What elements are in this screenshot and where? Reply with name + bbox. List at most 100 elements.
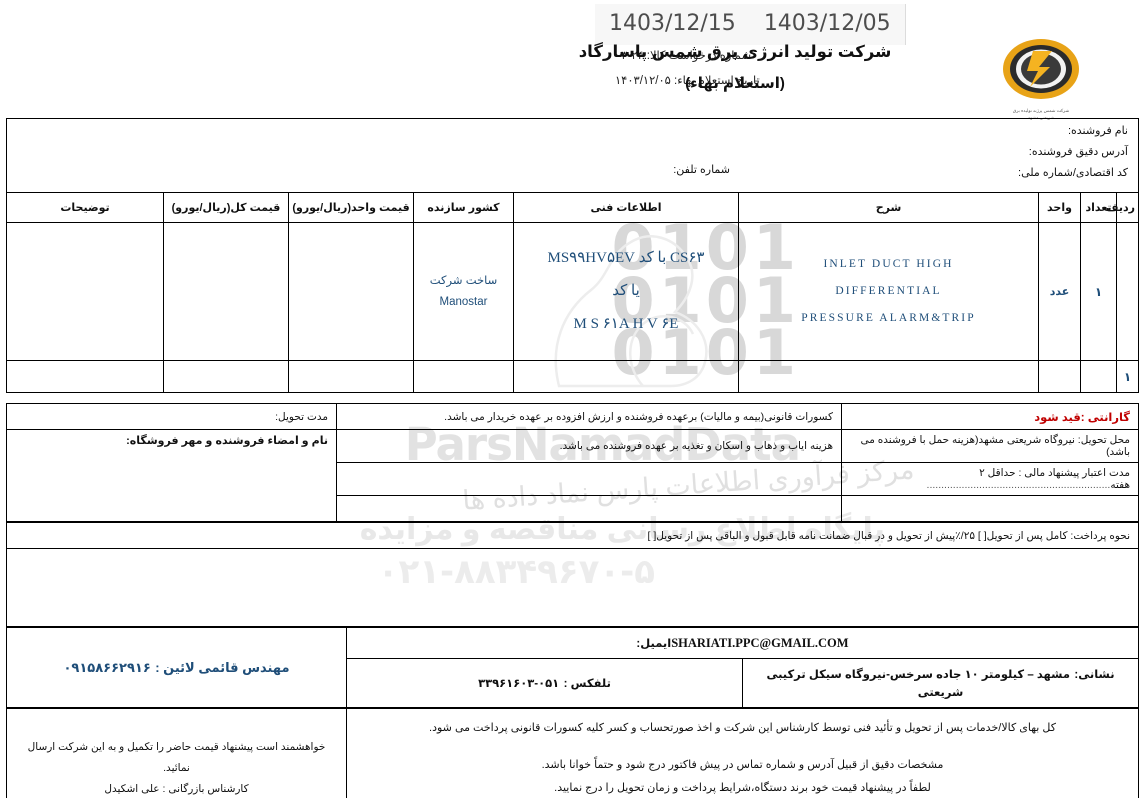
footer-main-notes: کل بهای کالا/خدمات پس از تحویل و تأئید ف… [346, 707, 1139, 798]
address-value: مشهد – کیلومتر ۱۰ جاده سرخس-نیروگاه سیکل… [766, 669, 1070, 699]
terms-travel-cost-cell: هزینه ایاب و ذهاب و اسکان و تغذیه بر عهد… [336, 429, 842, 463]
company-name: شرکت تولید انرژی برق شمس پاسارگاد [578, 43, 892, 61]
table-row: ۱ عدد INLET DUCT HIGH DIFFERENTIAL PRESS… [6, 222, 1139, 361]
travel-cost-text: هزینه ایاب و ذهاب و اسکان و تغذیه بر عهد… [559, 440, 833, 452]
terms-warranty-cell: گارانتی :قید شود [841, 403, 1139, 430]
items-table: ردیف تعداد واحد شرح اطلاعات فنی کشور ساز… [6, 192, 1139, 393]
request-meta: شماره درخواست کالا: ۲۴-۰۳ تاریخ استعلام … [615, 48, 760, 98]
col-header-tedad: تعداد [1080, 192, 1117, 223]
cell-tedad: ۱ [1080, 222, 1117, 361]
footer-left-notes: خواهشمند است پیشنهاد قیمت حاضر را تکمیل … [6, 707, 347, 798]
note-payment: کل بهای کالا/خدمات پس از تحویل و تأئید ف… [429, 722, 1056, 734]
company-logo-icon [1003, 39, 1079, 99]
page-title: (استعلام بهاء) [685, 75, 785, 92]
fax-value: ۰۵۱-۳۳۹۶۱۶۰۳ [478, 678, 560, 690]
col-header-unit-price: قیمت واحد(ریال/یورو) [288, 192, 414, 223]
financial-validity-label: مدت اعتبار پیشنهاد مالی : حداقل ۲ هفته [979, 467, 1130, 491]
col-header-tozihat: توضیحات [6, 192, 164, 223]
terms-blank-cell-a[interactable] [336, 462, 842, 496]
vendor-name-label: نام فروشنده: [1067, 125, 1128, 137]
terms-signature-cell[interactable]: نام و امضاء فروشنده و مهر فروشگاه: [6, 429, 337, 522]
col-header-fanni: اطلاعات فنی [513, 192, 739, 223]
description-line-3: PRESSURE ALARM&TRIP [801, 312, 976, 324]
table-row-tail: ۱ [6, 360, 1139, 393]
cell-technical-info: CS۶۳ با کد MS۹۹HV۵EV یا کد M S ۶۱A H V ۶… [513, 222, 739, 361]
terms-row-warranty: گارانتی :قید شود کسورات قانونی(بیمه و ما… [6, 403, 1139, 430]
engineer-phone: ۰۹۱۵۸۶۶۲۹۱۶ [63, 659, 151, 675]
terms-delivery-place-cell: محل تحویل: نیروگاه شریعتی مشهد(هزینه حمل… [841, 429, 1139, 463]
logo-caption: شرکت شمس پرژنه تولیده برق شریعتی مشهد [1012, 108, 1070, 120]
contact-row-email: SHARIATI.PPC@GMAIL.COMایمیل: مهندس قائمی… [6, 627, 1139, 708]
cell-vahed: عدد [1038, 222, 1081, 361]
request-number: شماره درخواست کالا: ۲۴-۰۳ [615, 50, 752, 62]
cell-manufacturer-country: ساخت شرکت Manostar [413, 222, 514, 361]
terms-table: گارانتی :قید شود کسورات قانونی(بیمه و ما… [6, 403, 1139, 522]
company-title-block: شرکت تولید انرژی برق شمس پاسارگاد (استعل… [525, 42, 945, 92]
terms-row-validity: مدت اعتبار پیشنهاد مالی : حداقل ۲ هفته..… [7, 462, 1139, 496]
cell-radif-number: ۱ [1116, 360, 1139, 393]
company-logo: شرکت شمس پرژنه تولیده برق شریعتی مشهد [982, 38, 1100, 121]
seller-signature-label: نام و امضاء فروشنده و مهر فروشگاه: [126, 435, 328, 447]
validity-dots: ........................................… [926, 479, 1111, 491]
date-chip-group: 1403/12/15 1403/12/05 [595, 4, 906, 45]
terms-financial-validity-cell: مدت اعتبار پیشنهاد مالی : حداقل ۲ هفته..… [841, 462, 1139, 496]
cell-tail-total[interactable] [163, 360, 289, 393]
date-chip-1: 1403/12/15 [595, 4, 750, 45]
note-details: مشخصات دقیق از قبیل آدرس و شماره تماس در… [541, 759, 944, 772]
items-table-header-row: ردیف تعداد واحد شرح اطلاعات فنی کشور ساز… [6, 192, 1139, 223]
cell-tail-keshvar [413, 360, 514, 393]
terms-deductions-cell: کسورات قانونی(بیمه و مالیات) برعهده فروش… [336, 403, 842, 430]
date-chip-2: 1403/12/05 [749, 4, 906, 45]
blank-notes-area[interactable] [6, 549, 1139, 627]
cell-tail-unit-price[interactable] [288, 360, 414, 393]
cell-tail-tedad [1080, 360, 1117, 393]
col-header-radif: ردیف [1106, 192, 1139, 223]
note-brand: لطفاً در پیشنهاد قیمت خود برند دستگاه،شر… [554, 782, 931, 795]
col-header-vahed: واحد [1038, 192, 1081, 223]
terms-blank-cell-b[interactable] [841, 495, 1139, 522]
tech-code-1: CS۶۳ با کد MS۹۹HV۵EV [547, 250, 705, 266]
vendor-info-box: نام فروشنده: آدرس دقیق فروشنده: کد اقتصا… [6, 118, 1139, 192]
terms-delivery-time-cell[interactable]: مدت تحویل: [6, 403, 337, 430]
address-label: نشانی: [1074, 669, 1115, 681]
engineer-cell: مهندس قائمی لائین : ۰۹۱۵۸۶۶۲۹۱۶ [6, 627, 347, 708]
warranty-label: گارانتی :قید شود [1034, 411, 1130, 424]
note-left-request: خواهشمند است پیشنهاد قیمت حاضر را تکمیل … [27, 741, 326, 774]
vendor-address-label: آدرس دقیق فروشنده: [1028, 146, 1128, 158]
description-line-2: DIFFERENTIAL [835, 284, 942, 297]
col-header-sharh: شرح [738, 192, 1039, 223]
email-value[interactable]: SHARIATI.PPC@GMAIL.COM [671, 636, 849, 650]
col-header-keshvar: کشور سازنده [413, 192, 514, 223]
cell-tozihat[interactable] [6, 222, 164, 361]
contact-table: SHARIATI.PPC@GMAIL.COMایمیل: مهندس قائمی… [6, 627, 1139, 708]
description-line-1: INLET DUCT HIGH [823, 257, 954, 270]
maker-prefix: ساخت شرکت [429, 275, 498, 288]
cell-tail-fanni [513, 360, 739, 393]
cell-description: INLET DUCT HIGH DIFFERENTIAL PRESSURE AL… [738, 222, 1039, 361]
engineer-label: مهندس قائمی لائین : [155, 659, 290, 675]
payment-terms-table: نحوه پرداخت: کامل پس از تحویل[ ] ۲۵/٪پیش… [6, 522, 1139, 549]
fax-cell: تلفکس : ۰۵۱-۳۳۹۶۱۶۰۳ [346, 658, 743, 708]
cell-tail-tozihat[interactable] [6, 360, 164, 393]
footer-row: کل بهای کالا/خدمات پس از تحویل و تأئید ف… [6, 707, 1139, 798]
terms-row-delivery: محل تحویل: نیروگاه شریعتی مشهد(هزینه حمل… [6, 429, 1139, 522]
tech-code-2: M S ۶۱A H V ۶E [573, 316, 679, 332]
address-cell: نشانی: مشهد – کیلومتر ۱۰ جاده سرخس-نیروگ… [742, 658, 1139, 708]
footer-notes-table: کل بهای کالا/خدمات پس از تحویل و تأئید ف… [6, 707, 1139, 798]
email-cell: SHARIATI.PPC@GMAIL.COMایمیل: [346, 627, 1139, 659]
cell-tail-sharh [738, 360, 1039, 393]
cell-radif [1116, 222, 1139, 361]
payment-terms-cell[interactable]: نحوه پرداخت: کامل پس از تحویل[ ] ۲۵/٪پیش… [6, 522, 1139, 549]
cell-tail-vahed [1038, 360, 1081, 393]
delivery-place-text: محل تحویل: نیروگاه شریعتی مشهد(هزینه حمل… [860, 434, 1130, 458]
fax-label: تلفکس : [563, 678, 611, 690]
email-label: ایمیل: [636, 638, 672, 650]
terms-blank-cell-c[interactable] [336, 495, 842, 522]
cell-total-price[interactable] [163, 222, 289, 361]
vendor-phone-label: شماره تلفن: [673, 164, 730, 176]
tech-code-alt-label: یا کد [612, 283, 640, 299]
cell-unit-price[interactable] [288, 222, 414, 361]
col-header-total: قیمت کل(ریال/یورو) [163, 192, 289, 223]
terms-row-blank [7, 495, 1139, 522]
